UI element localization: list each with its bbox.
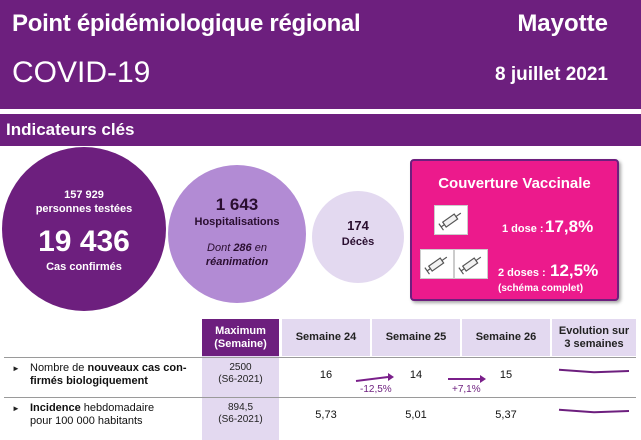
hospital-label: Hospitalisations xyxy=(194,216,280,228)
row-new-cases-s26: 15 xyxy=(499,369,513,381)
header-maximum-line1: Maximum xyxy=(215,324,266,337)
cases-label: Cas confirmés xyxy=(46,261,122,273)
hospital-count: 1 643 xyxy=(215,195,259,214)
row-new-cases-var25: -12,5% xyxy=(360,384,392,395)
sparkline-path xyxy=(558,368,630,374)
row-incidence-sparkline xyxy=(558,408,630,414)
triangle-bullet-icon: ► xyxy=(12,364,20,373)
indicators-title: Indicateurs clés xyxy=(6,120,135,139)
report-date: 8 juillet 2021 xyxy=(494,64,608,85)
row-new-cases-label-pre: Nombre de xyxy=(30,362,88,374)
maximum-column-bg xyxy=(202,356,279,440)
syringe-icon xyxy=(454,249,488,279)
dose1-value: 17,8% xyxy=(545,217,594,236)
row-incidence-s26: 5,37 xyxy=(495,409,517,421)
vaccination-box: Couverture Vaccinale 1 dose : 17,8% xyxy=(410,159,619,301)
icu-line-2: réanimation xyxy=(205,256,269,268)
tests-count: 157 929 xyxy=(64,189,104,201)
header-week-25: Semaine 25 xyxy=(372,319,460,356)
indicators-section-bar: Indicateurs clés xyxy=(0,114,641,146)
deaths-count: 174 xyxy=(347,218,369,233)
row-new-cases-max-week: (S6-2021) xyxy=(218,374,263,385)
report-subtitle: COVID-19 xyxy=(12,56,151,89)
report-title: Point épidémiologique régional xyxy=(12,10,361,37)
row-incidence-label-line2: pour 100 000 habitants xyxy=(30,415,143,427)
row-incidence-label-bold: Incidence xyxy=(30,402,81,414)
header-maximum: Maximum (Semaine) xyxy=(202,319,279,356)
header-evolution: Evolution sur 3 semaines xyxy=(552,319,636,356)
icu-suffix: en xyxy=(251,242,267,254)
dose2-subtitle: (schéma complet) xyxy=(498,283,584,294)
icu-line-1: Dont 286 en xyxy=(168,242,306,254)
tests-label: personnes testées xyxy=(35,203,133,215)
header-banner: Point épidémiologique régional COVID-19 … xyxy=(0,0,641,109)
deaths-circle: 174 Décès xyxy=(312,191,404,283)
row-new-cases-label-line2: firmés biologiquement xyxy=(30,375,148,387)
deaths-label: Décès xyxy=(341,236,375,248)
dose2-value: 12,5% xyxy=(550,261,599,280)
dose2-label: 2 doses : xyxy=(498,267,546,279)
row-incidence-max-value: 894,5 xyxy=(227,402,254,413)
syringe-icon xyxy=(420,249,454,279)
cases-circle: 157 929 personnes testées 19 436 Cas con… xyxy=(2,147,166,311)
row-new-cases-s25: 14 xyxy=(409,369,423,381)
row-incidence-max: 894,5 (S6-2021) xyxy=(202,402,279,426)
row-incidence-s24: 5,73 xyxy=(315,409,337,421)
row-incidence-s25: 5,01 xyxy=(405,409,427,421)
row-incidence-max-week: (S6-2021) xyxy=(218,414,263,425)
arrow-right-icon xyxy=(448,375,486,383)
syringe-icon xyxy=(434,205,468,235)
header-evolution-line1: Evolution sur xyxy=(558,324,630,337)
row-new-cases-s24: 16 xyxy=(319,369,333,381)
header-week-24: Semaine 24 xyxy=(282,319,370,356)
icu-prefix: Dont xyxy=(207,242,234,254)
hospital-circle: 1 643 Hospitalisations Dont 286 en réani… xyxy=(168,165,306,303)
row-new-cases-sparkline xyxy=(558,368,630,374)
row-incidence-label: Incidence hebdomadaire pour 100 000 habit… xyxy=(30,402,154,428)
row-new-cases-label: Nombre de nouveaux cas con-firmés biolog… xyxy=(30,362,187,388)
row-divider xyxy=(4,357,636,358)
sparkline-path xyxy=(558,408,630,414)
arrow-right-icon xyxy=(355,373,394,382)
region-name: Mayotte xyxy=(517,10,608,37)
icu-count: 286 xyxy=(233,242,252,254)
row-new-cases-max: 2500 (S6-2021) xyxy=(202,362,279,386)
cases-count: 19 436 xyxy=(38,225,130,258)
dose1-label: 1 dose : xyxy=(502,223,544,235)
header-maximum-line2: (Semaine) xyxy=(214,337,267,350)
vaccination-title: Couverture Vaccinale xyxy=(438,175,591,192)
row-new-cases-label-bold: nouveaux cas con- xyxy=(87,362,187,374)
header-week-26: Semaine 26 xyxy=(462,319,550,356)
triangle-bullet-icon: ► xyxy=(12,404,20,413)
row-new-cases-var26: +7,1% xyxy=(452,384,481,395)
row-incidence-label-post: hebdomadaire xyxy=(80,402,155,414)
row-new-cases-max-value: 2500 xyxy=(229,362,252,373)
header-evolution-line2: 3 semaines xyxy=(564,337,624,350)
row-divider xyxy=(4,397,636,398)
